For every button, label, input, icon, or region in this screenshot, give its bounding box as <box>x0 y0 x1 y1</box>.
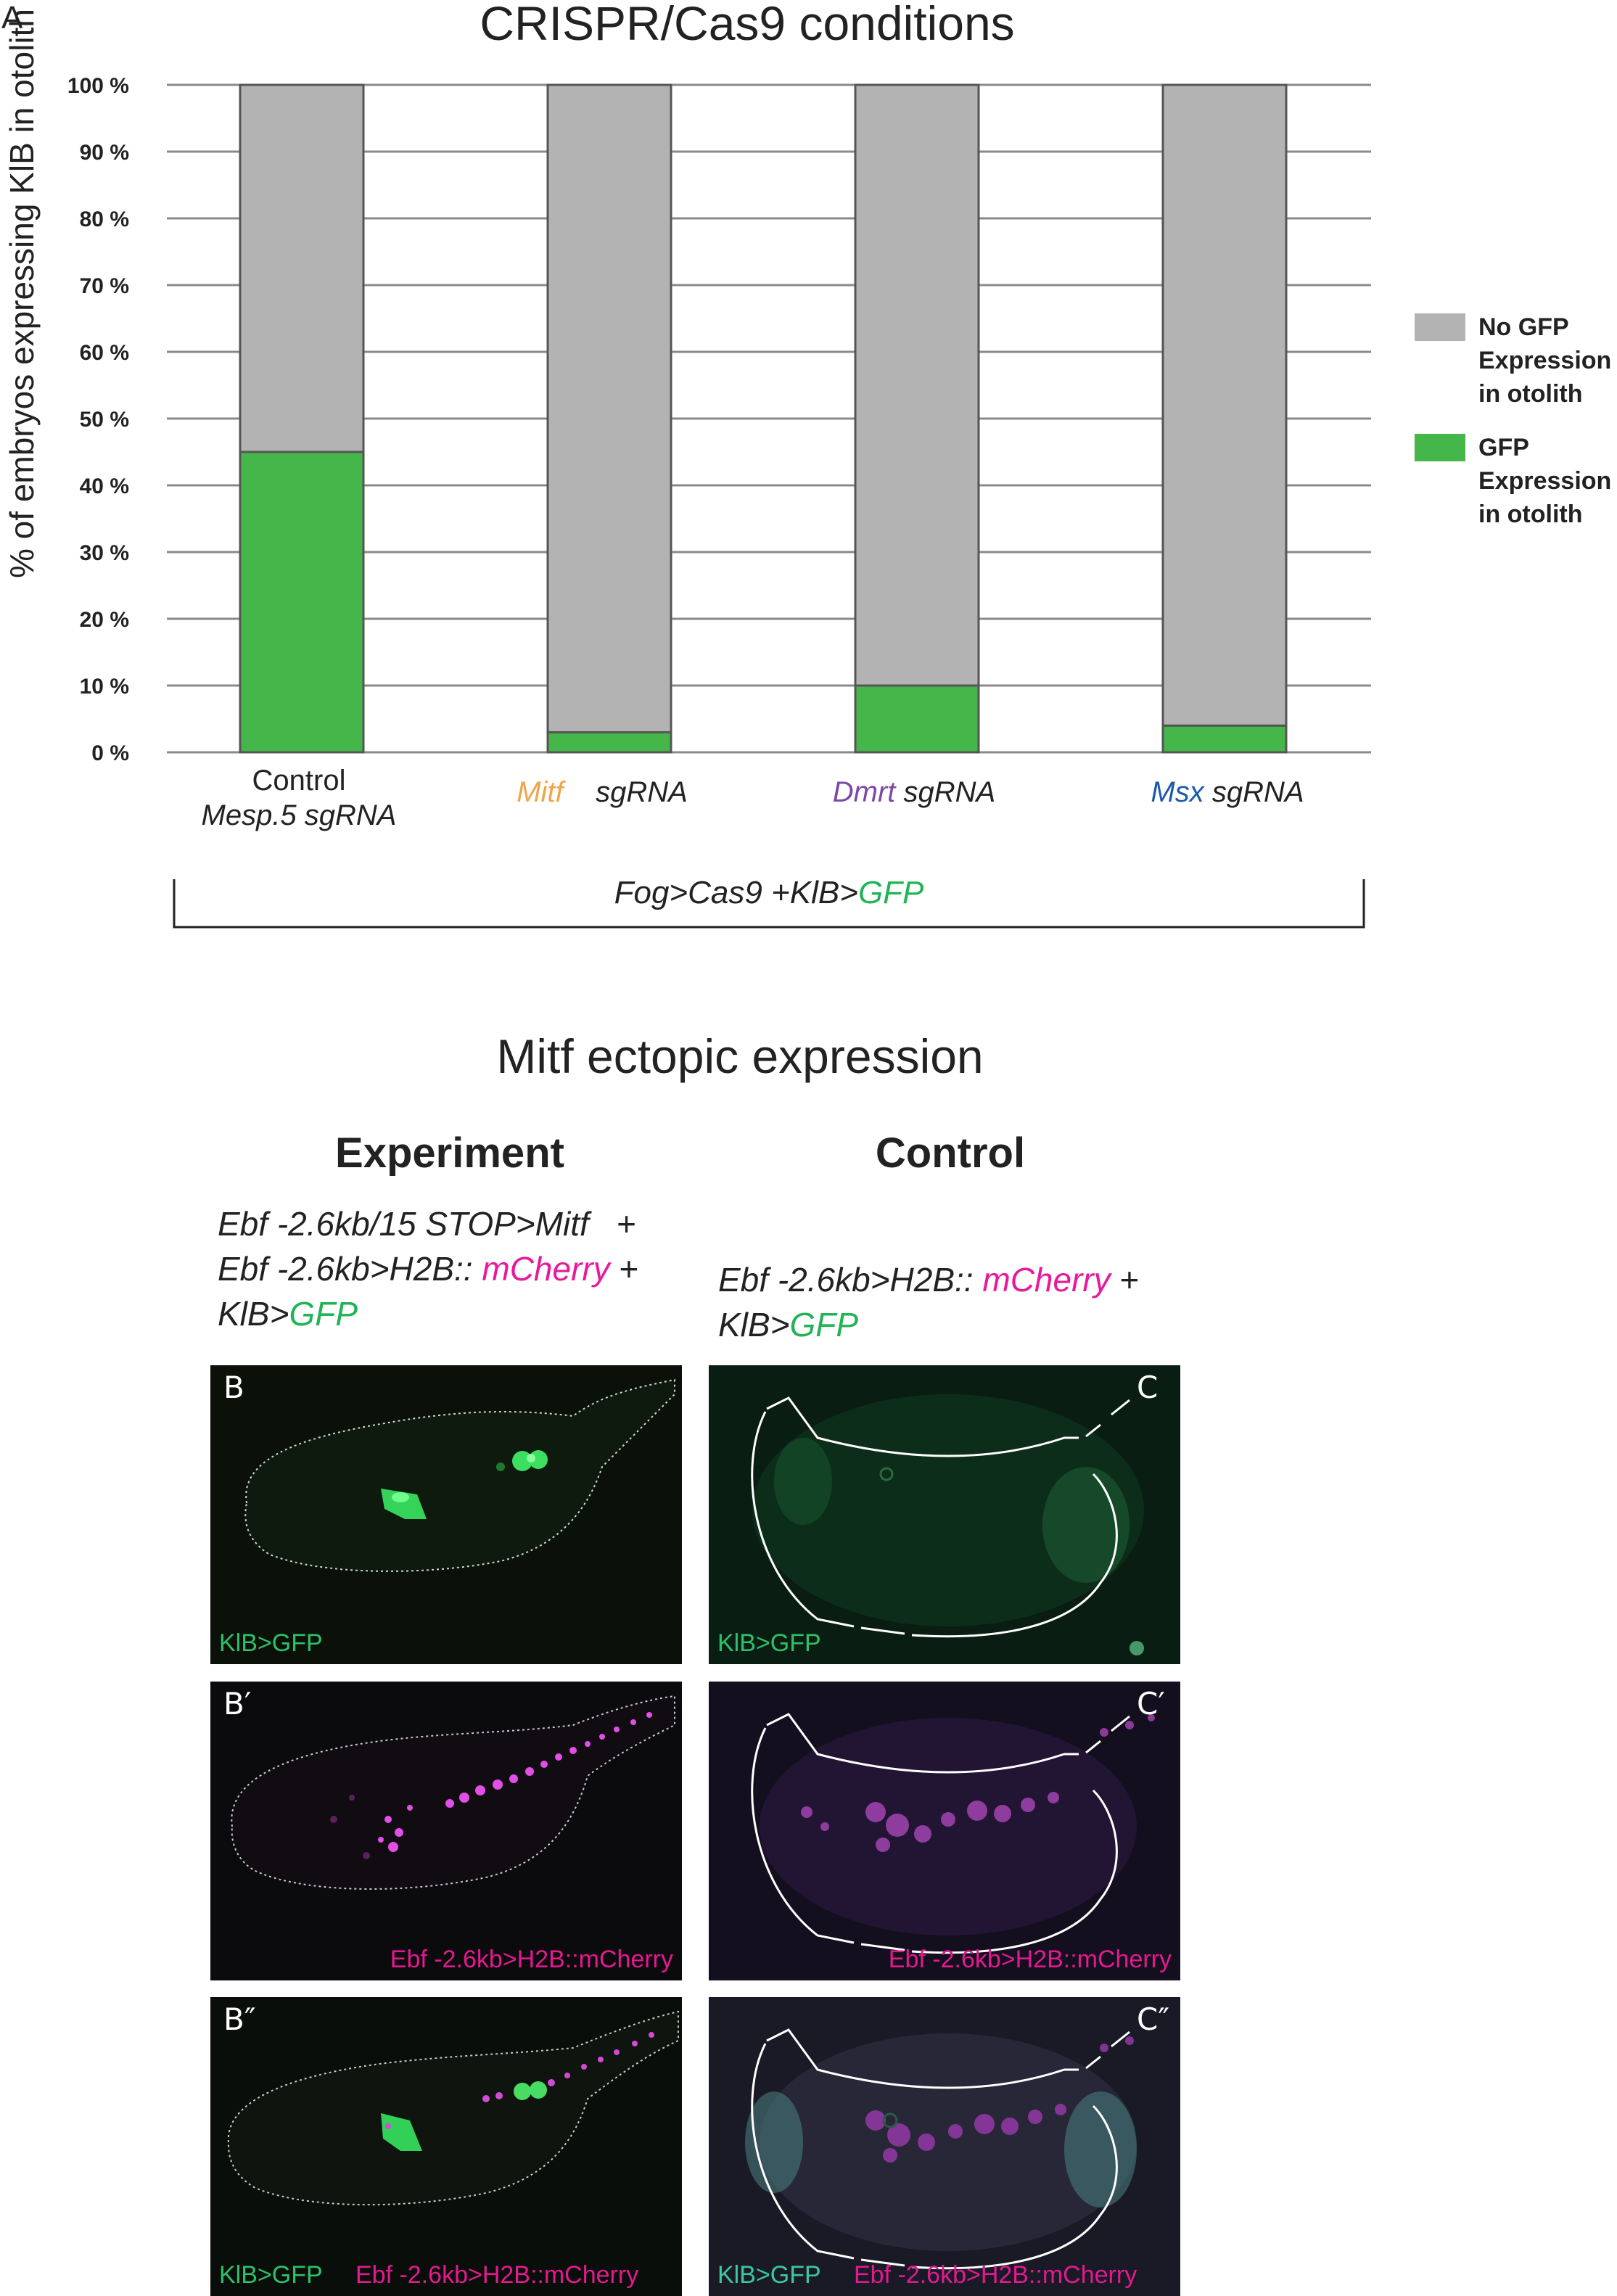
experiment-construct-line2-a: Ebf -2.6kb>H2B:: <box>218 1250 473 1288</box>
y-tick-label: 40 % <box>80 474 129 498</box>
category-gene-dmrt: Dmrt <box>832 776 896 808</box>
y-tick-labels: 0 % 10 % 20 % 30 % 40 % 50 % 60 % 70 % 80 % 90 % 1… <box>67 74 129 765</box>
micrograph-c-double-prime-label-mcherry: Ebf -2.6kb>H2B::mCherry <box>854 2261 1137 2289</box>
micrograph-b-double-prime: B″ KlB>GFP Ebf -2.6kb>H2B::mCherry <box>210 1997 682 2296</box>
micrograph-c-label: KlB>GFP <box>717 1629 821 1657</box>
bar-segment <box>1161 724 1288 754</box>
bar-segment <box>854 684 980 754</box>
legend-label-no-gfp-line2: Expression <box>1478 347 1612 374</box>
bar-segment <box>854 83 980 687</box>
experiment-construct-line3: KlB>GFP <box>218 1291 638 1336</box>
micrograph-c-letter: C <box>1137 1370 1159 1405</box>
legend-label-gfp-line1: GFP <box>1478 434 1529 461</box>
control-construct-line1: Ebf -2.6kb>H2B:: mCherry + <box>718 1257 1139 1302</box>
micrograph-c-double-prime-label-gfp: KlB>GFP <box>717 2261 821 2289</box>
micrograph-b-double-prime-label-gfp: KlB>GFP <box>219 2261 323 2289</box>
experiment-construct-line2-mcherry: mCherry <box>482 1250 610 1288</box>
micrograph-b-double-prime-label-mcherry: Ebf -2.6kb>H2B::mCherry <box>355 2261 639 2289</box>
y-tick-label: 50 % <box>80 408 129 432</box>
legend-swatch-no-gfp <box>1415 313 1465 341</box>
control-construct-line2-a: KlB> <box>718 1306 790 1344</box>
legend-swatch-gfp <box>1415 434 1465 461</box>
category-gene-msx: Msx <box>1151 776 1204 808</box>
micrograph-c-prime-image <box>751 1713 1155 1954</box>
legend-label-no-gfp-line1: No GFP <box>1478 313 1569 341</box>
control-construct-line2: KlB>GFP <box>718 1302 1139 1347</box>
y-tick-label: 20 % <box>80 608 129 632</box>
y-tick-label: 30 % <box>80 541 129 565</box>
chart-title: CRISPR/Cas9 conditions <box>480 0 1015 50</box>
experiment-construct-line2: Ebf -2.6kb>H2B:: mCherry + <box>218 1246 638 1291</box>
x-axis-group-label-gfp: GFP <box>857 875 924 910</box>
y-tick-label: 90 % <box>80 141 129 165</box>
experiment-construct-line3-a: KlB> <box>218 1295 289 1333</box>
y-tick-label: 60 % <box>80 341 129 365</box>
experiment-construct-line1-text: Ebf -2.6kb/15 STOP>Mitf <box>218 1205 589 1243</box>
micrograph-c-prime-label: Ebf -2.6kb>H2B::mCherry <box>888 1946 1172 1973</box>
x-axis-bracket <box>173 879 1365 929</box>
control-heading: Control <box>875 1130 1026 1177</box>
category-suffix-mitf: sgRNA <box>596 776 688 808</box>
category-suffix-dmrt: sgRNA <box>903 776 996 808</box>
y-tick-label: 0 % <box>91 741 129 765</box>
bar-chart: 0 % 10 % 20 % 30 % 40 % 50 % 60 % 70 % 80 % 90 % 1… <box>67 74 1371 929</box>
y-tick-label: 100 % <box>67 74 129 98</box>
micrograph-b-letter: B <box>223 1370 244 1405</box>
category-label-control: Control Mesp.5 sgRNA <box>190 763 408 833</box>
y-tick-label: 80 % <box>80 207 129 231</box>
legend-label-no-gfp-line3: in otolith <box>1478 380 1583 408</box>
micrograph-b-double-prime-image <box>227 2010 679 2206</box>
legend-label-no-gfp: No GFP Expression in otolith <box>1478 310 1611 411</box>
experiment-construct-line1-plus: + <box>617 1205 636 1243</box>
bar-segment <box>546 83 672 733</box>
x-axis-group-label-text: Fog>Cas9 +KlB> <box>614 875 858 910</box>
micrograph-b-prime-image <box>231 1695 675 1890</box>
micrograph-c-image <box>751 1394 1144 1655</box>
micrograph-c: C KlB>GFP <box>709 1365 1180 1664</box>
control-construct-line1-plus: + <box>1119 1261 1140 1299</box>
bar-segment <box>239 83 365 453</box>
bars <box>239 83 1288 754</box>
bar-segment <box>239 450 365 754</box>
control-construct-line1-mcherry: mCherry <box>982 1261 1111 1299</box>
micrograph-b-double-prime-letter: B″ <box>223 2001 256 2037</box>
category-suffix-msx: sgRNA <box>1211 776 1304 808</box>
category-gene-mitf: Mitf <box>517 776 564 808</box>
category-label-control-line2: Mesp.5 sgRNA <box>201 799 397 831</box>
bar-segment <box>546 731 672 754</box>
experiment-heading: Experiment <box>335 1130 564 1177</box>
legend-label-gfp-line2: Expression <box>1478 467 1612 495</box>
experiment-construct-line3-gfp: GFP <box>289 1295 358 1333</box>
section-title: Mitf ectopic expression <box>496 1029 984 1083</box>
legend-label-gfp: GFP Expression in otolith <box>1478 431 1611 531</box>
x-axis-group-label: Fog>Cas9 +KlB>GFP <box>174 875 1364 911</box>
y-tick-label: 70 % <box>80 274 129 298</box>
legend-label-gfp-line3: in otolith <box>1478 501 1583 528</box>
category-label-msx: Msx sgRNA <box>1119 776 1336 809</box>
control-construct: Ebf -2.6kb>H2B:: mCherry + KlB>GFP <box>718 1257 1139 1347</box>
experiment-construct-line1: Ebf -2.6kb/15 STOP>Mitf + <box>218 1201 638 1246</box>
micrograph-b: B KlB>GFP <box>210 1365 682 1664</box>
micrograph-b-prime: B′ Ebf -2.6kb>H2B::mCherry <box>210 1682 682 1980</box>
micrograph-c-double-prime-image <box>745 2028 1137 2270</box>
control-construct-line1-a: Ebf -2.6kb>H2B:: <box>718 1261 974 1299</box>
micrograph-c-double-prime-letter: C″ <box>1137 2001 1170 2037</box>
category-label-control-line1: Control <box>252 765 346 797</box>
micrograph-b-label: KlB>GFP <box>219 1629 323 1657</box>
panel-letter-a: A <box>1 0 23 36</box>
category-label-dmrt: Dmrt sgRNA <box>805 776 1023 809</box>
category-label-mitf: Mitf sgRNA <box>493 776 711 809</box>
control-construct-line2-gfp: GFP <box>789 1306 859 1344</box>
bar-segment <box>1161 83 1288 727</box>
experiment-construct-line2-plus: + <box>619 1250 639 1288</box>
micrograph-b-image <box>244 1378 675 1572</box>
micrograph-c-prime-letter: C′ <box>1137 1686 1165 1721</box>
micrograph-c-double-prime: C″ KlB>GFP Ebf -2.6kb>H2B::mCherry <box>709 1997 1180 2296</box>
micrograph-b-prime-letter: B′ <box>223 1686 252 1721</box>
micrograph-c-prime: C′ Ebf -2.6kb>H2B::mCherry <box>709 1682 1180 1980</box>
micrograph-b-prime-label: Ebf -2.6kb>H2B::mCherry <box>390 1946 673 1973</box>
y-tick-label: 10 % <box>80 675 129 699</box>
experiment-construct: Ebf -2.6kb/15 STOP>Mitf + Ebf -2.6kb>H2B… <box>218 1201 638 1336</box>
